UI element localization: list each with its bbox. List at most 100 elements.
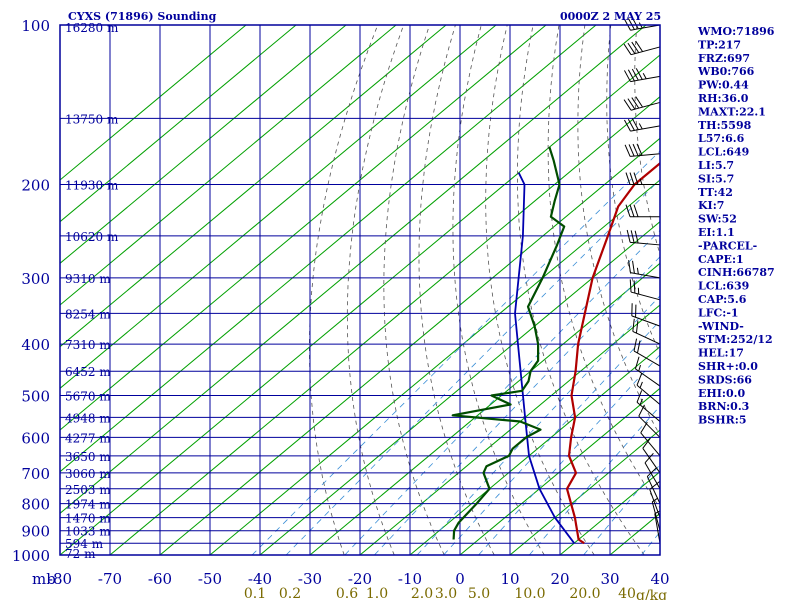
pressure-tick-label: 300 xyxy=(21,270,50,288)
mixing-ratio-tick-label: 1.0 xyxy=(366,586,388,600)
wind-barb-staff xyxy=(636,384,661,405)
wind-barb-flag xyxy=(632,318,635,332)
pressure-tick-label: 200 xyxy=(21,177,50,195)
height-label: 6452 m xyxy=(65,365,111,379)
stability-index: STM:252/12 xyxy=(698,333,773,346)
wind-barb-flag xyxy=(624,144,631,157)
mixing-ratio-tick-label: 0.1 xyxy=(244,586,266,600)
wind-barb xyxy=(625,172,660,186)
temperature-tick-label: 30 xyxy=(600,570,619,588)
dewpoint-trace xyxy=(451,146,566,540)
isotherm-line xyxy=(60,25,397,306)
pressure-tick-label: 400 xyxy=(21,336,50,354)
wind-barb-flag xyxy=(633,172,639,185)
wind-barb-flag xyxy=(631,118,639,130)
mixing-ratio-line xyxy=(416,295,660,555)
wind-barb-staff xyxy=(630,75,661,83)
stability-index: WMO:71896 xyxy=(697,25,775,38)
wind-barb-flag xyxy=(627,18,635,30)
wind-barb-flag xyxy=(629,204,635,217)
height-label: 10620 m xyxy=(65,230,119,244)
wind-barb-flag xyxy=(642,437,651,449)
wind-barb xyxy=(632,318,661,345)
height-label: 594 m xyxy=(65,537,104,551)
wind-barb-half-flag xyxy=(636,267,639,275)
height-label: 2503 m xyxy=(65,483,111,497)
stability-index: FRZ:697 xyxy=(698,52,750,65)
wind-barb xyxy=(631,303,661,327)
wind-barb-flag xyxy=(634,230,639,244)
wind-barb-flag xyxy=(626,229,631,243)
dry-adiabat-line xyxy=(792,25,800,555)
wind-barb-staff xyxy=(638,415,661,438)
height-label: 1974 m xyxy=(65,498,111,512)
isotherm-line xyxy=(459,387,660,555)
wind-barb-staff xyxy=(631,315,661,327)
stability-index: WB0:766 xyxy=(697,65,755,78)
station-title: CYXS (71896) Sounding xyxy=(68,10,217,23)
wind-barb-flag xyxy=(625,204,631,217)
height-label: 1470 m xyxy=(65,512,111,526)
isotherm-line xyxy=(109,96,660,555)
isotherm-line xyxy=(60,25,597,473)
sounding-profiles xyxy=(451,146,660,545)
isotherm-line xyxy=(60,25,547,431)
wind-barb-staff xyxy=(630,24,661,31)
wind-barb-staff xyxy=(646,476,661,504)
stability-index: LFC:-1 xyxy=(698,306,739,319)
pressure-tick-label: 600 xyxy=(21,429,50,447)
wind-barb xyxy=(642,437,661,474)
wind-barb xyxy=(638,404,661,438)
stability-index: RH:36.0 xyxy=(698,92,749,105)
wind-barb xyxy=(623,68,661,83)
mixing-ratio-tick-label: 0.2 xyxy=(279,586,301,600)
height-label: 1033 m xyxy=(65,525,111,539)
mixing-ratio-line xyxy=(285,179,660,555)
temperature-trace xyxy=(565,161,660,545)
mixing-ratio-tick-label: 5.0 xyxy=(468,586,490,600)
height-label: 9310 m xyxy=(65,272,111,286)
wind-barb xyxy=(626,229,661,246)
temperature-tick-label: -50 xyxy=(198,570,222,588)
mixing-ratio-tick-label: 40 xyxy=(618,586,636,600)
wind-barb-flag xyxy=(635,40,644,52)
wind-barb-flag xyxy=(633,204,639,217)
wind-barb-flag xyxy=(649,481,660,490)
mixing-ratio-lines xyxy=(251,150,660,555)
wind-barb-flag xyxy=(646,467,657,477)
temperature-tick-label: 10 xyxy=(500,570,519,588)
height-label: 3060 m xyxy=(65,467,111,481)
mixing-ratio-tick-label: 10.0 xyxy=(514,586,545,600)
wind-barb-staff xyxy=(632,330,661,345)
wind-barb xyxy=(633,338,661,367)
temperature-tick-label: -70 xyxy=(98,570,122,588)
stability-index: TP:217 xyxy=(698,38,741,51)
mixing-ratio-line xyxy=(583,464,660,555)
wind-barb-half-flag xyxy=(651,497,658,503)
height-label: 11930 m xyxy=(65,179,119,193)
wind-barb-flag xyxy=(629,172,635,185)
stability-index: CAPE:1 xyxy=(698,253,744,266)
height-label: 16280 m xyxy=(65,21,119,35)
pressure-tick-label: 500 xyxy=(21,387,50,405)
wind-barb xyxy=(651,497,661,531)
wind-barb-flag xyxy=(631,97,640,109)
isotherm-line xyxy=(60,25,347,264)
stability-index: -PARCEL- xyxy=(698,239,757,252)
wind-barb-flag xyxy=(638,404,645,417)
wind-barbs xyxy=(623,17,661,544)
stability-index: MAXT:22.1 xyxy=(698,105,766,118)
wind-barb-half-flag xyxy=(639,398,643,406)
wind-barb-staff xyxy=(654,513,661,544)
wind-barb-flag xyxy=(640,421,648,434)
wind-barb-flag xyxy=(623,119,631,132)
height-label: 3650 m xyxy=(65,450,111,464)
stability-index: EHI:0.0 xyxy=(698,387,745,400)
wind-barb xyxy=(636,390,661,422)
pressure-tick-label: 900 xyxy=(21,523,50,541)
stability-index: LCL:649 xyxy=(698,146,749,159)
wind-barb-flag xyxy=(625,172,631,185)
wind-barb-flag xyxy=(636,143,643,156)
plot-frame xyxy=(59,24,661,556)
temperature-tick-label: -60 xyxy=(148,570,172,588)
